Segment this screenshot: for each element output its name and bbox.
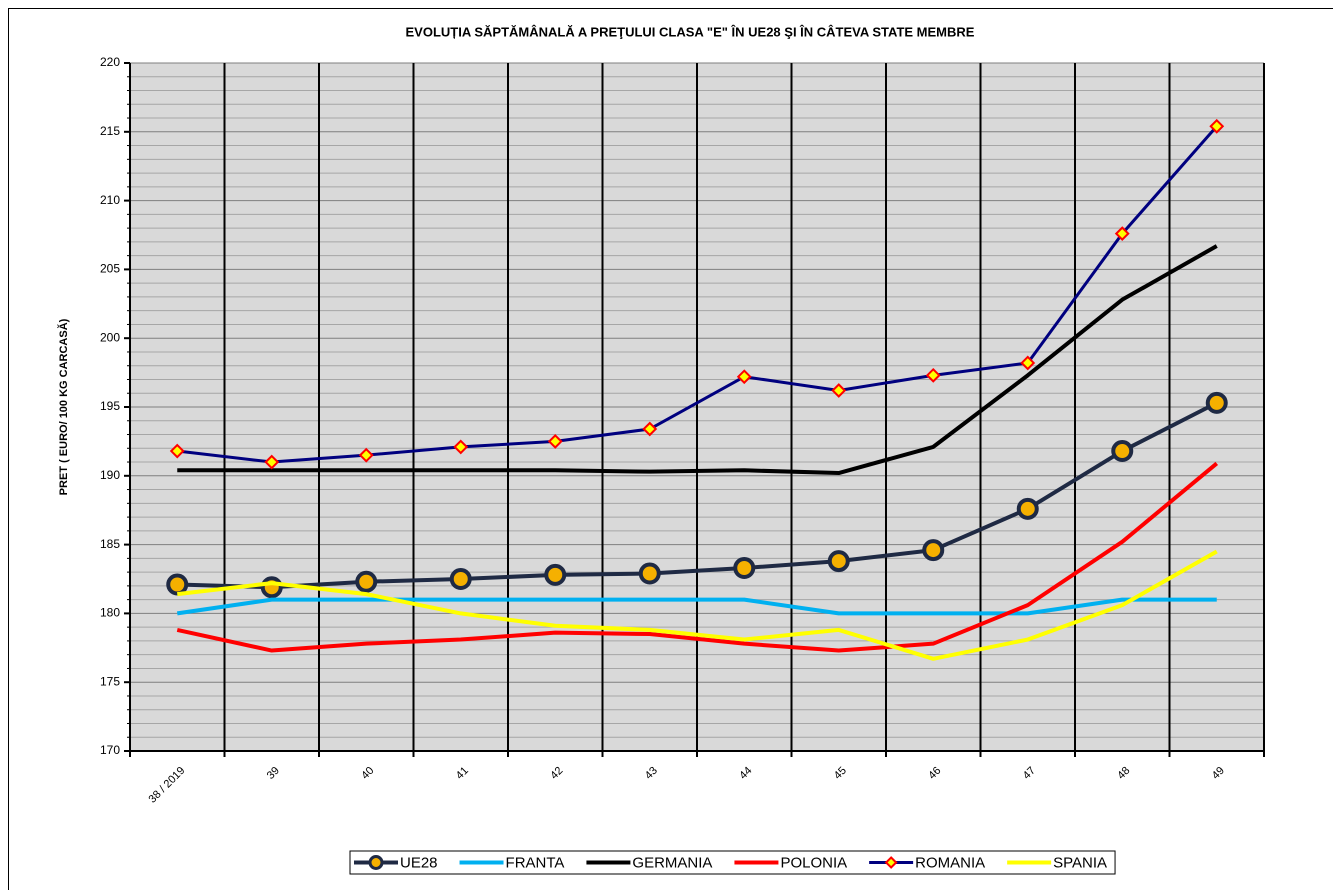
point [1114,226,1130,242]
point [260,576,283,599]
y-tick-label: 215 [100,124,120,138]
point [547,433,563,449]
y-tick-label: 170 [100,743,120,757]
legend-marker [884,856,898,869]
y-tick-label: 190 [100,468,120,482]
point [449,568,472,590]
point [544,563,567,586]
series [176,461,1219,653]
legend-marker [368,855,384,870]
point [925,367,941,383]
legend-box [349,850,1116,875]
point [638,562,661,585]
point [1020,355,1036,371]
point [169,443,185,459]
point [358,447,374,463]
y-tick-label: 200 [100,330,120,344]
point [642,421,658,437]
line [177,244,1218,476]
point [736,369,752,385]
line [177,549,1218,661]
y-tick-label: 185 [100,537,120,551]
point [264,454,280,470]
series [177,244,1218,476]
y-tick-label: 180 [100,606,120,620]
chart-title: EVOLUȚIA SĂPTĂMÂNALĂ A PREŢULUI CLASA "E… [406,24,975,39]
series [176,597,1217,616]
point [1016,497,1039,520]
line [176,461,1219,653]
point [922,539,945,562]
legend-label: SPANIA [1053,854,1107,871]
point [166,573,189,596]
y-axis-label: PRET ( EURO/ 100 KG CARCASĂ) [57,318,70,495]
point [355,570,378,593]
legend-label: GERMANIA [632,854,712,871]
legend-label: FRANTA [506,854,565,871]
y-tick-label: 195 [100,399,120,413]
y-tick-label: 210 [100,193,120,207]
y-tick-label: 175 [100,674,120,688]
line [177,125,1218,464]
point [1205,391,1228,414]
line [176,597,1217,616]
line [177,401,1218,590]
legend-label: ROMANIA [915,854,985,871]
point [733,556,756,579]
point [1111,440,1134,463]
series [177,549,1218,661]
legend-label: UE28 [400,854,438,871]
legend-label: POLONIA [780,854,847,871]
series [169,118,1225,470]
point [827,550,850,573]
point [831,383,847,398]
y-tick-label: 205 [100,262,120,276]
point [453,439,469,455]
y-tick-label: 220 [100,55,120,69]
series [166,391,1228,599]
point [1209,118,1225,134]
legend: UE28 FRANTA GERMANIA POLONIA ROMANIA SPANIA [349,850,1116,875]
